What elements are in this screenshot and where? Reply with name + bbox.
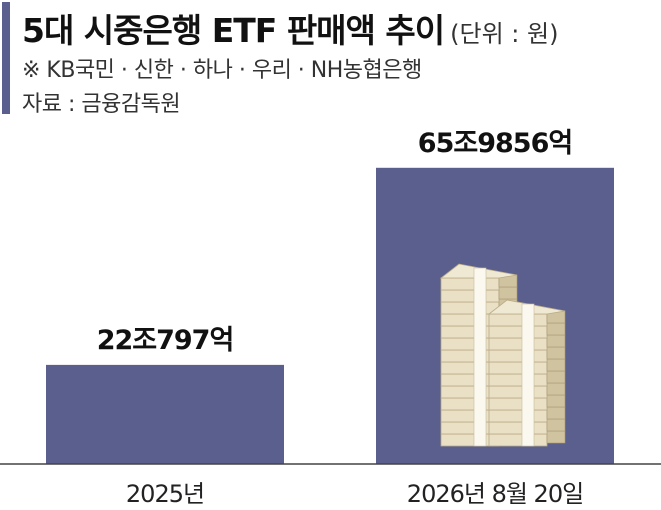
- labels-group: 22조797억 2025년 65조9856억 2026년 8월 20일: [97, 128, 585, 508]
- title-accent-bar: [2, 2, 10, 114]
- bars-group: [46, 167, 614, 464]
- category-label-1: 2025년: [126, 480, 204, 508]
- title-row: 5대 시중은행 ETF 판매액 추이 (단위 : 원): [22, 4, 558, 52]
- bank-list-note: ※ KB국민 · 신한 · 하나 · 우리 · NH농협은행: [22, 58, 422, 83]
- unit-label: (단위 : 원): [450, 20, 559, 48]
- data-label-1: 22조797억: [97, 325, 234, 356]
- data-label-2: 65조9856억: [418, 128, 572, 159]
- category-label-2: 2026년 8월 20일: [407, 480, 583, 508]
- chart-title: 5대 시중은행 ETF 판매액 추이: [22, 11, 445, 50]
- chart-header: 5대 시중은행 ETF 판매액 추이 (단위 : 원) ※ KB국민 · 신한 ·…: [0, 0, 661, 118]
- source-note: 자료 : 금융감독원: [22, 92, 181, 117]
- money-stack-icon: [439, 263, 566, 447]
- bar-1: [46, 364, 284, 464]
